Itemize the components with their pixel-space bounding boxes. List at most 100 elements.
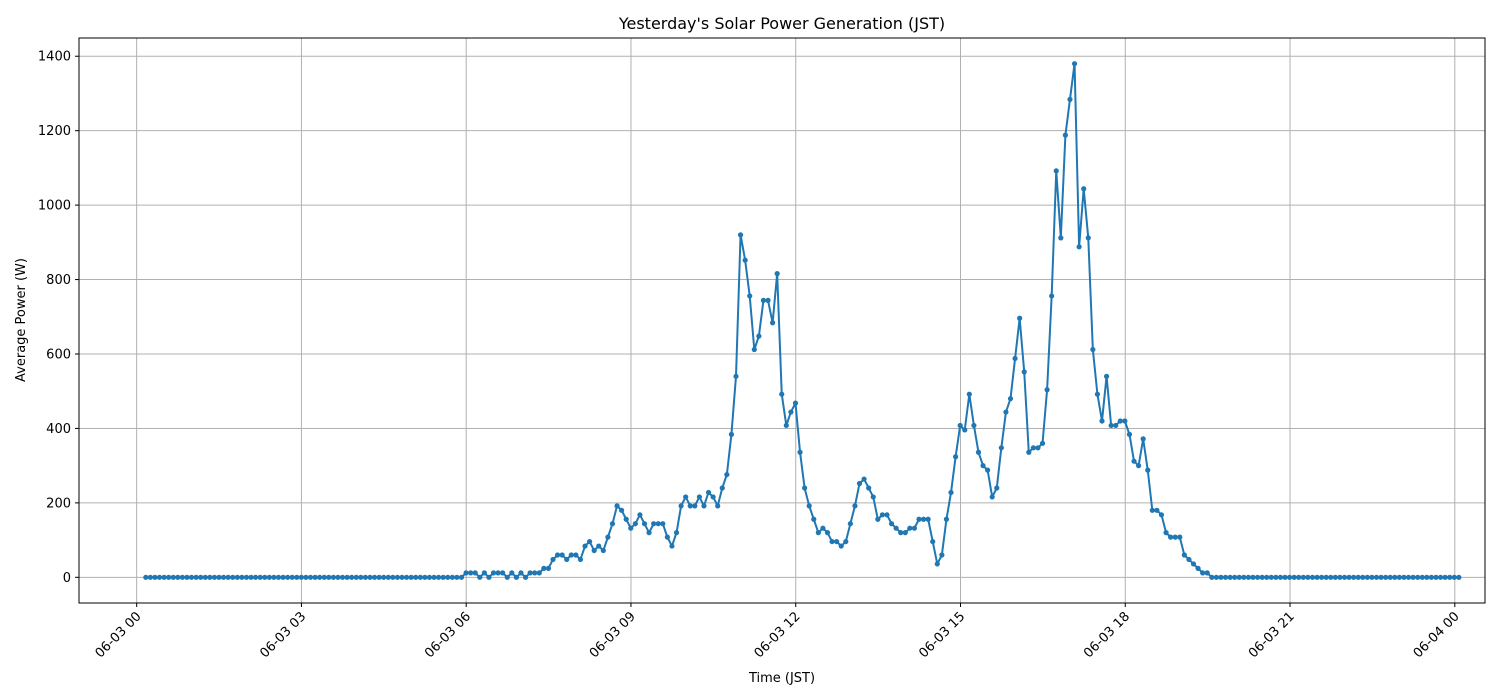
data-point — [477, 574, 483, 580]
data-point — [1049, 293, 1055, 299]
data-point — [1126, 431, 1133, 437]
data-point — [1149, 507, 1155, 513]
data-point — [289, 574, 295, 580]
data-point — [1099, 418, 1105, 424]
data-point — [1076, 244, 1082, 250]
data-point — [1305, 574, 1311, 580]
data-point — [1017, 315, 1023, 321]
data-point — [1250, 574, 1256, 580]
data-point — [234, 574, 240, 580]
data-point — [454, 574, 460, 580]
chart-title: Yesterday's Solar Power Generation (JST) — [618, 14, 945, 33]
data-point — [1136, 463, 1142, 469]
data-point — [1456, 574, 1462, 580]
data-point — [271, 574, 277, 580]
series-layer — [143, 61, 1462, 580]
data-point — [1081, 186, 1087, 192]
data-point — [1401, 574, 1407, 580]
data-point — [920, 516, 927, 522]
data-point — [522, 574, 529, 580]
data-point — [966, 391, 972, 397]
data-point — [980, 463, 986, 469]
data-point — [962, 427, 968, 433]
data-point — [550, 556, 556, 563]
data-point — [1236, 574, 1242, 580]
data-point — [559, 552, 565, 558]
data-point — [1378, 574, 1384, 580]
data-point — [898, 530, 904, 536]
data-point — [1314, 574, 1320, 580]
data-point — [339, 574, 346, 580]
data-point — [843, 538, 849, 545]
data-point — [1195, 565, 1201, 571]
data-point — [1218, 574, 1224, 580]
data-point — [655, 521, 661, 527]
data-point — [623, 516, 629, 522]
data-point — [985, 467, 991, 473]
data-point — [1291, 574, 1297, 580]
data-point — [1058, 235, 1064, 241]
data-point — [1190, 561, 1197, 567]
y-tick-label: 1400 — [38, 50, 71, 65]
data-point — [678, 503, 684, 509]
data-point — [280, 574, 286, 580]
data-point — [152, 574, 158, 580]
data-point — [815, 530, 821, 536]
data-point — [463, 570, 469, 576]
data-point — [413, 574, 419, 580]
data-point — [888, 521, 895, 527]
data-point — [1300, 574, 1306, 580]
data-point — [1419, 574, 1425, 580]
data-point — [513, 574, 520, 580]
data-point — [216, 574, 222, 580]
data-point — [335, 574, 341, 580]
data-point — [170, 574, 176, 580]
data-point — [861, 476, 867, 482]
data-point — [948, 489, 954, 496]
data-point — [394, 574, 401, 580]
data-point — [765, 297, 771, 303]
y-tick-label: 1200 — [38, 124, 71, 139]
data-point — [404, 574, 410, 580]
data-point — [317, 574, 323, 580]
data-point — [756, 333, 762, 339]
data-point — [481, 570, 487, 576]
data-point — [747, 293, 753, 299]
data-point — [426, 574, 433, 580]
data-point — [907, 525, 913, 531]
data-point — [870, 494, 876, 500]
data-point — [239, 574, 245, 580]
data-point — [385, 574, 391, 580]
data-point — [728, 431, 735, 437]
y-tick-label: 600 — [46, 347, 71, 362]
data-point — [1117, 418, 1123, 424]
data-point — [847, 521, 853, 527]
data-point — [879, 512, 886, 518]
data-point — [930, 538, 936, 545]
data-point — [1328, 574, 1334, 580]
data-point — [1309, 574, 1316, 580]
data-point — [975, 449, 982, 455]
data-point — [651, 521, 657, 527]
data-point — [1039, 440, 1046, 446]
data-point — [683, 494, 689, 500]
data-point — [568, 552, 574, 558]
data-point — [1346, 574, 1352, 580]
data-point — [436, 574, 442, 580]
data-point — [500, 570, 506, 576]
data-point — [184, 574, 190, 580]
data-point — [829, 538, 835, 545]
data-point — [1012, 355, 1018, 362]
data-point — [1204, 570, 1210, 576]
data-point — [1387, 574, 1393, 580]
data-point — [802, 485, 808, 491]
data-point — [1355, 574, 1361, 580]
data-point — [1213, 574, 1219, 580]
data-point — [408, 574, 414, 580]
data-point — [1396, 574, 1402, 580]
data-point — [1154, 507, 1160, 513]
data-point — [742, 257, 748, 263]
data-point — [1090, 346, 1096, 353]
data-point — [1392, 574, 1398, 580]
data-point — [1264, 574, 1270, 580]
